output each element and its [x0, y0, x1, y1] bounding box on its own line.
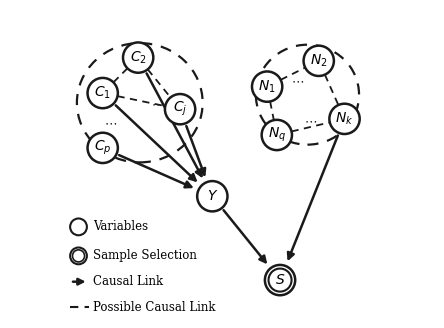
- Circle shape: [123, 42, 153, 73]
- Text: $N_1$: $N_1$: [258, 78, 276, 95]
- Text: $\cdots$: $\cdots$: [304, 114, 317, 127]
- Text: $\cdots$: $\cdots$: [291, 74, 304, 87]
- Text: $C_2$: $C_2$: [130, 50, 147, 66]
- Text: $S$: $S$: [275, 273, 285, 287]
- Text: $N_q$: $N_q$: [268, 126, 286, 144]
- Text: $\cdots$: $\cdots$: [104, 116, 117, 129]
- Text: Variables: Variables: [93, 220, 148, 234]
- Circle shape: [87, 78, 118, 108]
- Text: Sample Selection: Sample Selection: [93, 249, 197, 262]
- Text: $Y$: $Y$: [206, 189, 218, 203]
- Text: $C_p$: $C_p$: [94, 139, 111, 157]
- Text: $\cdots$: $\cdots$: [151, 98, 164, 111]
- Circle shape: [87, 133, 118, 163]
- Circle shape: [304, 46, 334, 76]
- Text: $C_1$: $C_1$: [94, 85, 111, 101]
- Text: $N_k$: $N_k$: [335, 111, 354, 127]
- Text: Possible Causal Link: Possible Causal Link: [93, 301, 215, 314]
- Circle shape: [197, 181, 227, 212]
- Circle shape: [265, 265, 295, 295]
- Text: $C_j$: $C_j$: [173, 100, 187, 118]
- Circle shape: [252, 72, 282, 102]
- Circle shape: [70, 218, 87, 235]
- Circle shape: [262, 120, 292, 150]
- Circle shape: [329, 104, 360, 134]
- Text: Causal Link: Causal Link: [93, 275, 163, 288]
- Circle shape: [269, 269, 292, 292]
- Circle shape: [72, 250, 84, 262]
- Circle shape: [165, 94, 195, 124]
- Circle shape: [70, 248, 87, 264]
- Text: $N_2$: $N_2$: [310, 52, 328, 69]
